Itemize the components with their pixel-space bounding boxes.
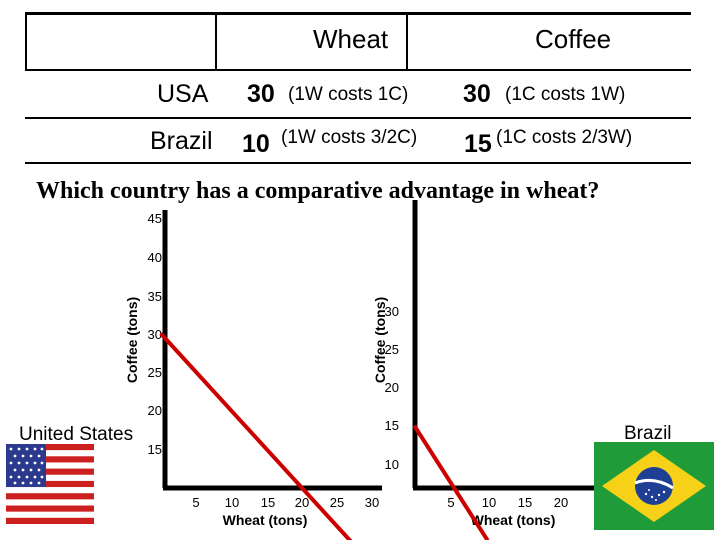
us-x-tick-label: 25 [330,495,344,510]
brazil-y-axis-title: Coffee (tons) [372,297,388,383]
row-usa-wheat-note: (1W costs 1C) [288,84,409,105]
brazil-flag-icon [594,442,714,530]
row-usa-wheat-value: 30 [247,80,275,108]
us-y-tick-label: 40 [148,250,162,265]
brazil-x-axis-title: Wheat (tons) [471,512,556,528]
us-flag-icon [6,444,94,524]
header-wheat: Wheat [313,24,389,54]
brazil-x-tick-label: 20 [554,495,568,510]
brazil-x-tick-label: 10 [482,495,496,510]
label-united-states: United States [19,424,134,445]
question-text: Which country has a comparative advantag… [36,178,600,204]
table-row-divider [25,117,691,119]
row-brazil-country: Brazil [150,127,213,155]
brazil-x-tick-label: 15 [518,495,532,510]
row-brazil-coffee-note: (1C costs 2/3W) [496,127,633,148]
brazil-y-tick-label: 30 [385,304,399,319]
brazil-y-tick-label: 10 [385,457,399,472]
table-top-border [25,12,691,15]
brazil-y-tick-label: 25 [385,342,399,357]
us-y-tick-label: 20 [148,403,162,418]
row-brazil-coffee-value: 15 [464,130,492,158]
table-header-col-divider-1 [215,12,217,71]
label-brazil: Brazil [624,423,672,444]
us-x-tick-label: 15 [261,495,275,510]
table-bottom-border [25,162,691,164]
us-x-tick-label: 20 [295,495,309,510]
header-coffee: Coffee [535,24,612,54]
brazil-y-tick-label: 20 [385,380,399,395]
brazil-y-tick-label: 15 [385,418,399,433]
brazil-frontier-line [412,424,490,540]
table-left-border [25,12,27,71]
us-y-tick-label: 30 [148,327,162,342]
row-usa-country: USA [157,80,209,108]
table-header-col-divider-2 [406,12,408,71]
us-y-tick-label: 45 [148,211,162,226]
us-y-tick-label: 35 [148,289,162,304]
row-usa-coffee-value: 30 [463,80,491,108]
us-frontier-line [159,332,353,540]
us-y-tick-label: 15 [148,442,162,457]
us-x-tick-label: 30 [365,495,379,510]
us-x-tick-label: 5 [192,495,199,510]
row-usa-coffee-note: (1C costs 1W) [505,84,626,105]
us-x-axis-title: Wheat (tons) [223,512,308,528]
us-y-axis-title: Coffee (tons) [124,297,140,383]
table-header-divider [25,69,691,71]
us-x-tick-label: 10 [225,495,239,510]
row-brazil-wheat-value: 10 [242,130,270,158]
brazil-x-tick-label: 5 [447,495,454,510]
us-y-tick-label: 25 [148,365,162,380]
row-brazil-wheat-note: (1W costs 3/2C) [281,127,418,148]
